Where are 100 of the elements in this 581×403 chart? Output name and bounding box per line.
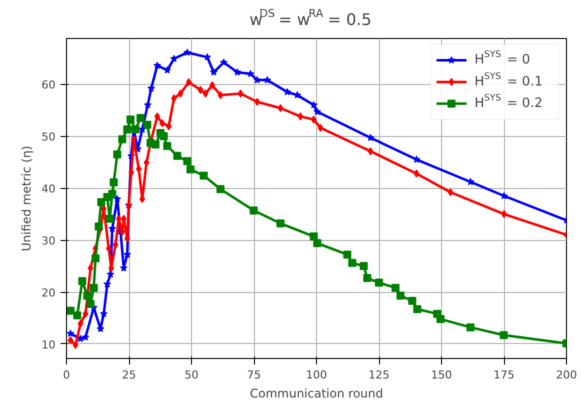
x-tick-label: 125	[368, 368, 390, 382]
x-tick-label: 25	[122, 368, 136, 382]
point	[414, 170, 420, 178]
point	[466, 323, 474, 332]
point	[113, 150, 122, 158]
point	[298, 112, 304, 120]
point	[163, 66, 172, 74]
point	[66, 306, 74, 315]
point	[310, 116, 317, 124]
point	[128, 168, 134, 177]
point	[448, 188, 454, 196]
y-tick-label: 40	[42, 182, 56, 196]
point	[136, 114, 144, 122]
x-tick-label: 200	[556, 368, 577, 382]
point	[500, 192, 508, 200]
point	[123, 125, 132, 134]
point	[360, 262, 368, 270]
point	[183, 157, 192, 166]
point	[436, 315, 444, 324]
point	[78, 320, 84, 328]
point	[83, 292, 92, 300]
point	[202, 90, 208, 98]
point	[366, 134, 374, 142]
point	[108, 190, 116, 198]
point	[171, 94, 177, 102]
point	[163, 142, 172, 150]
point	[97, 198, 106, 206]
point	[283, 88, 292, 96]
point	[94, 222, 103, 231]
point	[413, 305, 422, 314]
point	[318, 124, 324, 132]
point	[144, 100, 152, 108]
point	[392, 284, 400, 292]
point	[238, 90, 244, 98]
point	[218, 91, 224, 100]
point	[113, 195, 122, 202]
y-tick-label: 60	[42, 78, 56, 92]
point	[368, 147, 374, 156]
point	[106, 214, 114, 223]
point	[209, 81, 216, 90]
point	[501, 210, 507, 218]
point	[144, 158, 150, 167]
point	[178, 90, 184, 98]
point	[375, 278, 383, 287]
point	[90, 284, 98, 292]
point	[82, 310, 88, 318]
point	[110, 178, 118, 186]
point	[68, 336, 74, 344]
point	[466, 178, 474, 186]
point	[310, 232, 318, 240]
point	[143, 120, 152, 129]
point	[198, 86, 204, 94]
x-tick-label: 175	[494, 368, 514, 382]
point	[106, 244, 112, 252]
point	[363, 274, 372, 282]
x-tick-label: 75	[247, 368, 261, 382]
y-axis-title: Unified metric (η)	[20, 146, 34, 252]
point	[72, 340, 78, 349]
y-tick-label: 20	[42, 286, 56, 300]
x-tick-label: 100	[306, 368, 327, 382]
point	[250, 206, 258, 214]
point	[263, 76, 272, 84]
point	[126, 116, 134, 124]
point	[412, 156, 420, 163]
point	[82, 333, 90, 341]
point	[343, 250, 352, 259]
point	[408, 296, 416, 305]
point	[313, 108, 322, 116]
point	[186, 78, 192, 86]
point	[86, 300, 94, 308]
point	[310, 100, 318, 108]
point	[136, 164, 142, 173]
x-tick-label: 150	[431, 368, 452, 382]
point	[210, 68, 218, 76]
point	[278, 104, 284, 112]
x-tick-label: 50	[184, 368, 198, 382]
point	[154, 112, 160, 120]
point	[200, 172, 208, 180]
point	[112, 240, 118, 249]
point	[152, 140, 160, 148]
y-tick-label: 30	[42, 234, 56, 248]
point	[78, 277, 86, 286]
point	[118, 135, 126, 144]
x-tick-label: 0	[63, 368, 70, 382]
point	[253, 76, 262, 84]
point	[170, 54, 178, 62]
point	[103, 280, 112, 288]
point	[220, 58, 228, 66]
point	[166, 122, 172, 130]
point	[153, 62, 162, 69]
point	[348, 258, 356, 267]
point	[92, 254, 100, 262]
point	[233, 68, 242, 76]
x-axis-title: Communication round	[250, 386, 384, 400]
point	[216, 185, 224, 194]
point	[66, 330, 74, 337]
point	[186, 165, 194, 174]
point	[173, 152, 182, 160]
point	[254, 98, 260, 106]
point	[313, 239, 322, 248]
